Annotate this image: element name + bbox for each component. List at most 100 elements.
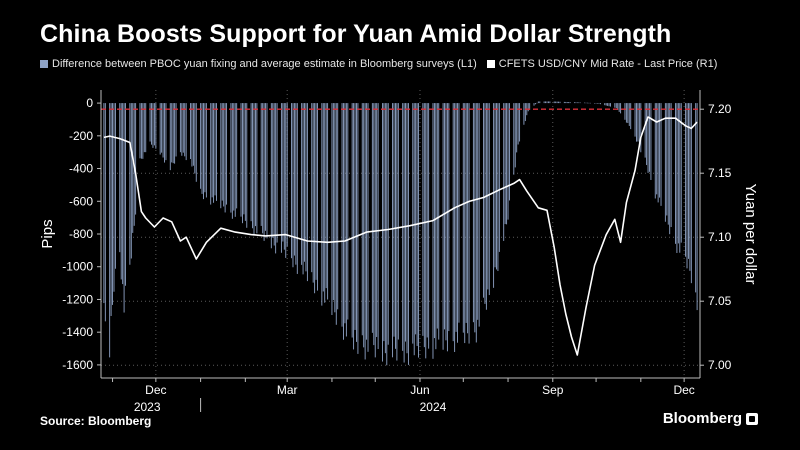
bar bbox=[634, 103, 636, 137]
bar bbox=[302, 103, 304, 275]
bar bbox=[325, 103, 327, 289]
bar bbox=[361, 103, 363, 336]
bar bbox=[690, 103, 692, 284]
bar bbox=[312, 103, 314, 283]
bar bbox=[149, 103, 151, 142]
x-tick-label: Sep bbox=[542, 383, 564, 397]
bar bbox=[584, 102, 585, 104]
bar bbox=[221, 103, 223, 201]
bar bbox=[413, 103, 415, 356]
bar bbox=[179, 103, 181, 153]
bar bbox=[256, 103, 258, 234]
bar bbox=[292, 103, 294, 268]
bar bbox=[598, 103, 600, 104]
bar bbox=[159, 103, 161, 155]
bar bbox=[656, 103, 658, 195]
bar bbox=[436, 103, 438, 329]
bar bbox=[132, 103, 134, 233]
bar bbox=[558, 101, 559, 104]
bar bbox=[605, 103, 607, 106]
bar bbox=[468, 103, 470, 344]
bar bbox=[356, 103, 357, 342]
x-tick-label: Jun bbox=[410, 383, 429, 397]
bar bbox=[129, 103, 131, 265]
bar bbox=[169, 103, 171, 171]
bar bbox=[546, 101, 548, 104]
bar bbox=[566, 102, 568, 104]
bar bbox=[646, 103, 648, 166]
bar bbox=[638, 103, 640, 147]
bar bbox=[545, 101, 547, 104]
bar bbox=[438, 103, 440, 340]
bar bbox=[311, 103, 313, 273]
bar bbox=[263, 103, 265, 241]
bar bbox=[205, 103, 207, 198]
bar bbox=[573, 102, 575, 104]
bar bbox=[337, 103, 339, 310]
bar bbox=[233, 103, 235, 211]
bar bbox=[617, 103, 619, 110]
bar bbox=[322, 103, 324, 292]
axis-layer: 0 -200 -400 -600 -800 -1000 -1200 -1400 -1600 7.2… bbox=[39, 90, 759, 414]
bar bbox=[689, 103, 691, 271]
bar bbox=[223, 103, 225, 207]
bar bbox=[452, 103, 454, 342]
bar bbox=[556, 101, 558, 104]
bar bbox=[696, 103, 698, 311]
bar bbox=[119, 103, 121, 253]
bar bbox=[667, 103, 669, 225]
bar bbox=[599, 103, 601, 105]
bar bbox=[664, 103, 666, 222]
bar bbox=[477, 103, 479, 320]
bar bbox=[191, 103, 193, 167]
bar bbox=[568, 102, 570, 104]
bar bbox=[272, 103, 274, 238]
line-layer bbox=[103, 116, 698, 356]
x-tick-label: Dec bbox=[673, 383, 694, 397]
bar bbox=[293, 103, 295, 256]
bar bbox=[637, 103, 639, 142]
bar bbox=[276, 103, 278, 243]
bar bbox=[472, 103, 474, 323]
bar bbox=[618, 103, 620, 112]
bar bbox=[465, 103, 467, 323]
chart-title: China Boosts Support for Yuan Amid Dolla… bbox=[40, 20, 672, 48]
bar bbox=[363, 103, 365, 348]
bar bbox=[171, 103, 173, 163]
bar bbox=[507, 103, 509, 220]
right-tick-label: 7.10 bbox=[708, 230, 732, 244]
bar bbox=[306, 103, 308, 282]
bar bbox=[553, 101, 555, 104]
bar bbox=[377, 103, 379, 350]
bar bbox=[155, 103, 157, 149]
bar bbox=[234, 103, 236, 217]
bar bbox=[448, 103, 450, 332]
bar bbox=[343, 103, 344, 340]
legend: Difference between PBOC yuan fixing and … bbox=[40, 58, 727, 70]
bar bbox=[607, 103, 609, 106]
bar bbox=[286, 103, 288, 247]
bar bbox=[175, 103, 177, 157]
bar bbox=[428, 103, 430, 349]
bar bbox=[113, 103, 115, 292]
bar bbox=[270, 103, 272, 249]
bar bbox=[230, 103, 232, 213]
bar bbox=[282, 103, 284, 242]
bar bbox=[669, 103, 671, 235]
bar bbox=[371, 103, 373, 333]
bar bbox=[680, 103, 682, 243]
bar bbox=[478, 103, 480, 327]
bar bbox=[165, 103, 167, 161]
bar bbox=[503, 103, 505, 241]
bar bbox=[494, 103, 496, 268]
bar bbox=[376, 103, 378, 337]
right-tick-label: 7.20 bbox=[708, 102, 732, 116]
bar bbox=[588, 102, 590, 104]
bar bbox=[422, 103, 424, 336]
bar bbox=[498, 103, 500, 252]
bar bbox=[614, 103, 616, 108]
bar bbox=[485, 103, 487, 310]
legend-swatch-line bbox=[486, 60, 495, 68]
bar bbox=[446, 103, 448, 352]
bar bbox=[262, 103, 264, 234]
